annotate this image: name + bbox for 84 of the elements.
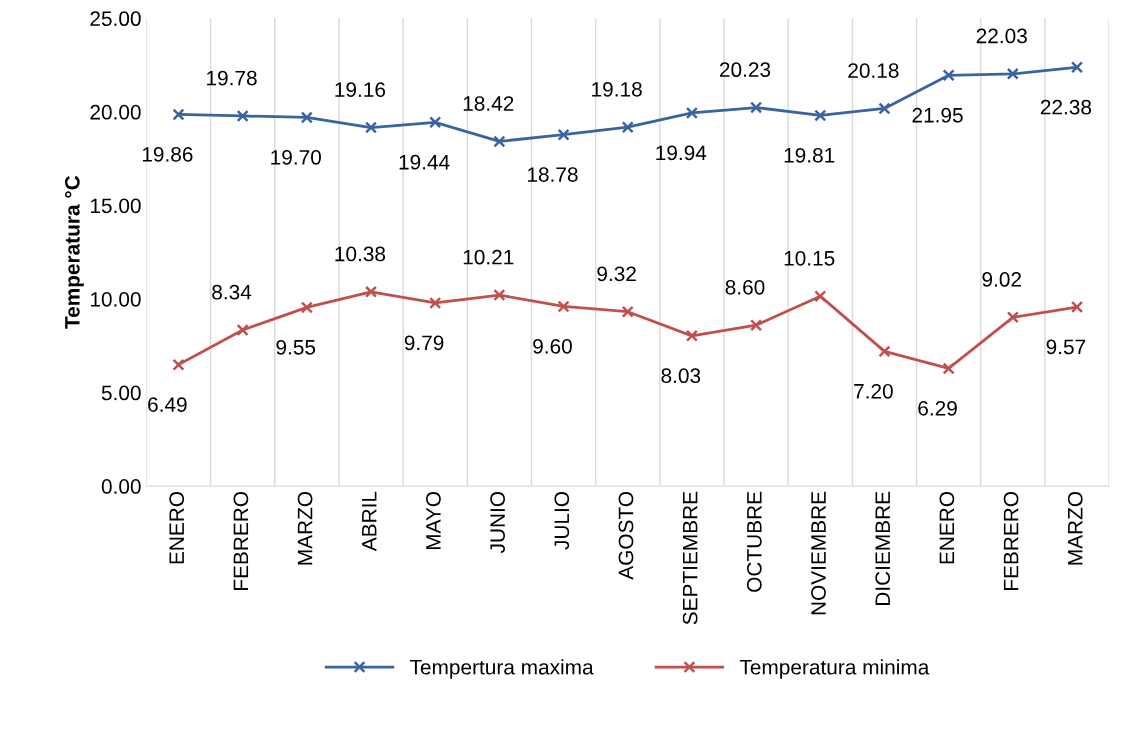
point xyxy=(172,108,185,121)
point xyxy=(814,290,827,303)
data-label: 10.38 xyxy=(335,246,386,262)
x-tick-label: OCTUBRE xyxy=(746,491,762,592)
point xyxy=(750,319,763,332)
data-label: 6.49 xyxy=(148,397,187,412)
data-label: 9.60 xyxy=(533,338,572,354)
data-label: 10.15 xyxy=(784,250,835,266)
point xyxy=(878,102,891,115)
data-label: 7.20 xyxy=(854,383,893,399)
data-label: 19.78 xyxy=(207,70,257,86)
x-tick-label: MAYO xyxy=(426,491,441,550)
y-tick-label: 25.00 xyxy=(90,11,141,27)
data-label: 19.16 xyxy=(335,82,386,98)
point xyxy=(172,358,185,371)
point xyxy=(493,288,506,302)
x-tick-label: JULIO xyxy=(554,491,570,550)
legend-label: Tempertura maxima xyxy=(410,659,594,679)
x-tick-label: MARZO xyxy=(1067,491,1083,565)
data-label: 19.18 xyxy=(592,81,642,97)
x-tick-label: FEBRERO xyxy=(233,491,249,590)
point xyxy=(1070,300,1084,314)
point xyxy=(685,329,699,342)
data-label: 18.78 xyxy=(527,167,578,182)
data-label: 22.38 xyxy=(1040,99,1092,115)
point xyxy=(621,121,634,134)
x-tick-label: ENERO xyxy=(939,491,955,564)
y-tick-label: 0.00 xyxy=(101,479,141,494)
point xyxy=(300,301,313,314)
data-label: 8.03 xyxy=(661,368,701,384)
data-label: 20.23 xyxy=(719,62,771,78)
x-tick-label: JUNIO xyxy=(490,491,505,554)
point xyxy=(685,106,699,120)
data-label: 22.03 xyxy=(976,28,1027,44)
point xyxy=(236,109,249,123)
x-tick-label: DICIEMBRE xyxy=(875,491,891,606)
data-label: 19.44 xyxy=(399,154,450,170)
point xyxy=(429,116,442,129)
point xyxy=(1006,311,1019,324)
data-label: 19.86 xyxy=(142,146,193,162)
data-label: 9.32 xyxy=(597,266,636,282)
point xyxy=(493,135,506,148)
point xyxy=(750,101,763,114)
point xyxy=(557,300,570,313)
data-label: 10.21 xyxy=(463,249,514,265)
data-label: 8.34 xyxy=(212,284,252,300)
data-label: 9.55 xyxy=(276,339,316,355)
y-axis-title: Temperatura °C xyxy=(64,175,84,329)
point xyxy=(236,323,249,337)
x-tick-label: SEPTIEMBRE xyxy=(682,491,698,625)
point xyxy=(621,305,634,318)
y-tick-label: 10.00 xyxy=(90,291,141,307)
point xyxy=(942,69,955,82)
point xyxy=(878,345,891,358)
y-tick-label: 5.00 xyxy=(101,385,141,401)
x-tick-label: ENERO xyxy=(169,491,185,564)
data-label: 9.02 xyxy=(982,272,1021,287)
data-label: 19.70 xyxy=(271,149,321,165)
data-label: 9.57 xyxy=(1046,339,1086,355)
data-label: 8.60 xyxy=(725,279,765,295)
x-tick-label: ABRIL xyxy=(362,491,377,552)
data-label: 6.29 xyxy=(918,400,957,416)
data-label: 19.94 xyxy=(656,145,707,161)
point xyxy=(429,296,442,310)
data-label: 20.18 xyxy=(848,63,899,78)
data-label: 21.95 xyxy=(912,107,963,123)
point xyxy=(1006,67,1019,80)
data-label: 19.81 xyxy=(784,147,835,163)
x-tick-label: NOVIEMBRE xyxy=(811,491,826,615)
point xyxy=(364,121,378,134)
point xyxy=(557,128,570,141)
data-label: 9.79 xyxy=(404,335,444,351)
point xyxy=(364,285,378,298)
point xyxy=(300,111,313,124)
data-label: 18.42 xyxy=(463,96,514,111)
legend-label: Temperatura minima xyxy=(739,659,930,679)
y-tick-label: 20.00 xyxy=(90,104,141,120)
point xyxy=(1070,61,1084,74)
x-tick-label: MARZO xyxy=(297,491,313,565)
point xyxy=(942,362,955,375)
y-tick-label: 15.00 xyxy=(90,198,141,214)
x-tick-label: AGOSTO xyxy=(618,491,634,580)
point xyxy=(814,109,827,122)
x-tick-label: FEBRERO xyxy=(1003,491,1019,590)
